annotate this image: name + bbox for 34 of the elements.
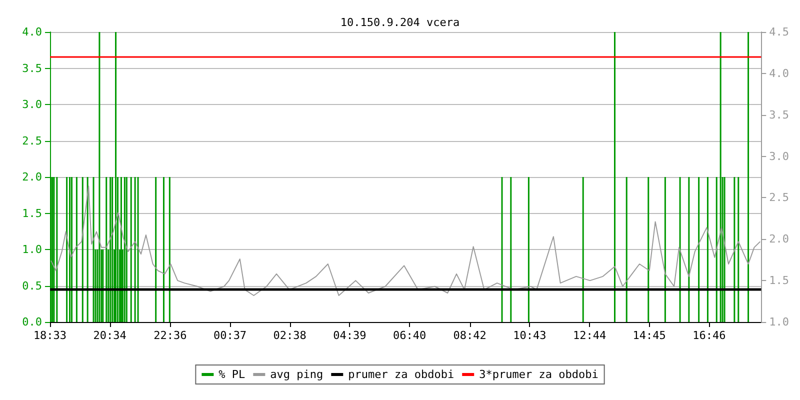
x-tick-label: 08:42 — [453, 329, 486, 342]
x-tick-label: 12:44 — [572, 329, 606, 342]
y-tick-label: 3.5 — [22, 62, 42, 75]
y2-tick-label: 4.5 — [769, 26, 790, 38]
x-tick-label: 14:45 — [632, 329, 666, 342]
y-tick-label: 2.0 — [22, 170, 42, 184]
x-tick-label: 10:43 — [513, 329, 546, 342]
x-tick-label: 20:34 — [93, 329, 127, 342]
y-tick-label: 2.5 — [22, 134, 42, 148]
legend-label: prumer za obdobi — [348, 368, 454, 381]
y-tick-label: 0.0 — [22, 316, 42, 328]
x-tick-label: 18:33 — [33, 329, 67, 342]
y2-tick-label: 4.0 — [769, 66, 790, 80]
y2-tick-label: 1.5 — [769, 274, 790, 288]
x-tick-label: 04:39 — [333, 329, 366, 342]
legend-label: 3*prumer za obdobi — [479, 368, 598, 381]
legend-label: avg ping — [270, 368, 324, 381]
x-tick-label: 02:38 — [273, 329, 306, 342]
y2-tick-label: 3.5 — [769, 108, 790, 122]
y-tick-label: 0.5 — [22, 279, 42, 292]
x-tick-label: 22:36 — [154, 329, 187, 342]
y2-tick-label: 2.0 — [769, 232, 790, 246]
chart-title: 10.150.9.204 vcera — [340, 16, 460, 29]
y2-tick-label: 3.0 — [769, 150, 790, 163]
x-tick-label: 16:46 — [692, 329, 726, 342]
y-tick-label: 3.0 — [22, 98, 42, 111]
y-tick-label: 1.0 — [22, 243, 42, 256]
y2-tick-label: 1.0 — [769, 316, 790, 328]
y2-tick-label: 2.5 — [769, 191, 790, 204]
legend-label: % PL — [218, 368, 246, 381]
y-tick-label: 1.5 — [22, 206, 42, 220]
x-tick-label: 06:40 — [392, 329, 426, 342]
y-tick-label: 4.0 — [22, 26, 42, 38]
x-tick-label: 00:37 — [213, 329, 247, 342]
